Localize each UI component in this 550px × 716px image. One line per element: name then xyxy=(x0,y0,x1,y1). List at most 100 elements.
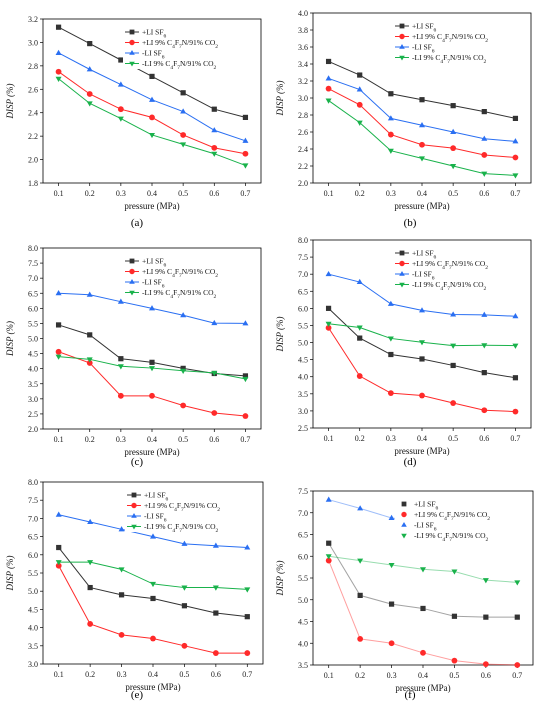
y-axis-label: DISP (%) xyxy=(5,321,15,357)
data-point xyxy=(180,368,187,374)
x-tick-label: 0.4 xyxy=(417,434,427,443)
data-point xyxy=(450,128,457,134)
y-tick-label: 7.5 xyxy=(28,496,38,505)
data-point xyxy=(512,173,519,179)
data-point xyxy=(481,370,487,376)
data-point xyxy=(86,357,93,363)
x-tick-label: 0.6 xyxy=(211,670,221,679)
data-point xyxy=(388,91,394,97)
y-tick-label: 3.2 xyxy=(298,77,308,86)
data-point xyxy=(212,542,219,548)
chart-panel-4: 2.5 3.0 3.5 4.0 4.5 5.0 5.5 6.0 6.5 7.0 7.5 8.0 0.1 0… xyxy=(275,236,532,468)
chart-panel-6: 3.5 4.0 4.5 5.0 5.5 6.0 6.5 7.0 7.5 0.1 0.2 0.3 0.4 0… xyxy=(275,487,534,701)
data-point xyxy=(180,365,186,371)
data-point xyxy=(212,585,219,591)
data-point xyxy=(512,138,519,144)
panel-caption: (f) xyxy=(405,689,416,701)
data-point xyxy=(450,362,456,369)
y-tick-label: 2.6 xyxy=(298,128,308,137)
y-tick-label: 6.5 xyxy=(298,287,308,296)
data-point xyxy=(481,311,488,317)
marker-triangle-down xyxy=(399,282,405,288)
x-tick-label: 0.3 xyxy=(386,434,396,443)
y-tick-label: 4.5 xyxy=(298,356,308,365)
data-point xyxy=(325,85,332,92)
data-point xyxy=(55,560,62,566)
data-point xyxy=(481,171,488,177)
marker-triangle-up xyxy=(131,513,137,518)
data-point xyxy=(55,24,62,30)
y-tick-label: 7.5 xyxy=(298,487,308,496)
y-tick-label: 2.2 xyxy=(298,162,308,171)
y-axis-label: DISP (%) xyxy=(275,316,285,352)
data-point xyxy=(149,73,155,79)
data-point xyxy=(419,122,425,128)
x-tick-label: 0.3 xyxy=(386,189,396,198)
y-tick-label: 2.8 xyxy=(28,62,38,71)
data-point xyxy=(149,132,155,139)
data-point xyxy=(356,120,363,126)
data-point xyxy=(419,156,425,162)
data-point xyxy=(117,116,124,122)
x-tick-label: 0.3 xyxy=(387,671,397,680)
data-point xyxy=(242,114,249,120)
legend-label: -LI 9% C4F7N/91% CO2 xyxy=(142,59,217,71)
data-point xyxy=(55,354,62,360)
data-point xyxy=(212,650,219,656)
data-point xyxy=(356,86,363,92)
series-line xyxy=(58,71,246,155)
y-axis-label: DISP (%) xyxy=(5,555,15,591)
marker-triangle-up xyxy=(129,279,135,284)
data-point xyxy=(419,141,425,148)
marker-square xyxy=(399,250,405,256)
legend-label: +LI 9% C4F7N/91% CO2 xyxy=(144,501,220,513)
data-point xyxy=(326,540,332,546)
data-point xyxy=(118,526,125,532)
y-tick-label: 5.0 xyxy=(28,587,38,596)
data-point xyxy=(149,366,155,372)
legend-label: +LI SF6 xyxy=(414,500,439,512)
data-point xyxy=(387,300,394,306)
y-tick-label: 2.5 xyxy=(298,424,308,433)
data-point xyxy=(419,307,425,313)
data-point xyxy=(181,585,188,591)
x-axis-label: pressure (MPa) xyxy=(125,682,180,692)
y-tick-label: 8.0 xyxy=(28,478,38,487)
x-tick-label: 0.7 xyxy=(512,671,522,680)
legend-label: -LI SF6 xyxy=(412,270,435,282)
y-tick-label: 3.4 xyxy=(298,60,308,69)
panel-caption: (d) xyxy=(404,456,417,468)
marker-circle xyxy=(399,33,405,40)
data-point xyxy=(357,636,364,642)
data-point xyxy=(180,142,187,148)
x-tick-label: 0.3 xyxy=(116,435,126,444)
data-point xyxy=(388,514,395,520)
y-axis-label: DISP (%) xyxy=(5,83,15,119)
data-point xyxy=(149,359,155,365)
y-tick-label: 3.0 xyxy=(28,660,38,669)
data-point xyxy=(118,57,124,63)
x-axis-label: pressure (MPa) xyxy=(395,683,450,693)
x-tick-label: 0.6 xyxy=(481,671,491,680)
x-tick-label: 0.7 xyxy=(510,434,520,443)
data-point xyxy=(211,370,218,377)
data-point xyxy=(211,106,217,112)
data-point xyxy=(420,567,426,573)
data-point xyxy=(481,343,488,349)
data-point xyxy=(356,278,363,285)
x-tick-label: 0.1 xyxy=(324,189,334,198)
data-point xyxy=(357,335,363,341)
marker-triangle-up xyxy=(129,50,135,55)
data-point xyxy=(325,324,332,331)
data-point xyxy=(180,90,186,96)
y-tick-label: 3.2 xyxy=(28,15,38,24)
legend-label: -LI 9% C4F7N/91% CO2 xyxy=(414,531,489,543)
data-point xyxy=(87,332,93,338)
y-tick-label: 5.0 xyxy=(28,335,38,344)
y-tick-label: 2.6 xyxy=(28,85,38,94)
data-point xyxy=(242,137,249,143)
legend-label: +LI 9% C4F7N/91% CO2 xyxy=(142,38,218,50)
data-point xyxy=(325,321,332,327)
data-point xyxy=(149,305,155,311)
data-point xyxy=(325,496,332,502)
